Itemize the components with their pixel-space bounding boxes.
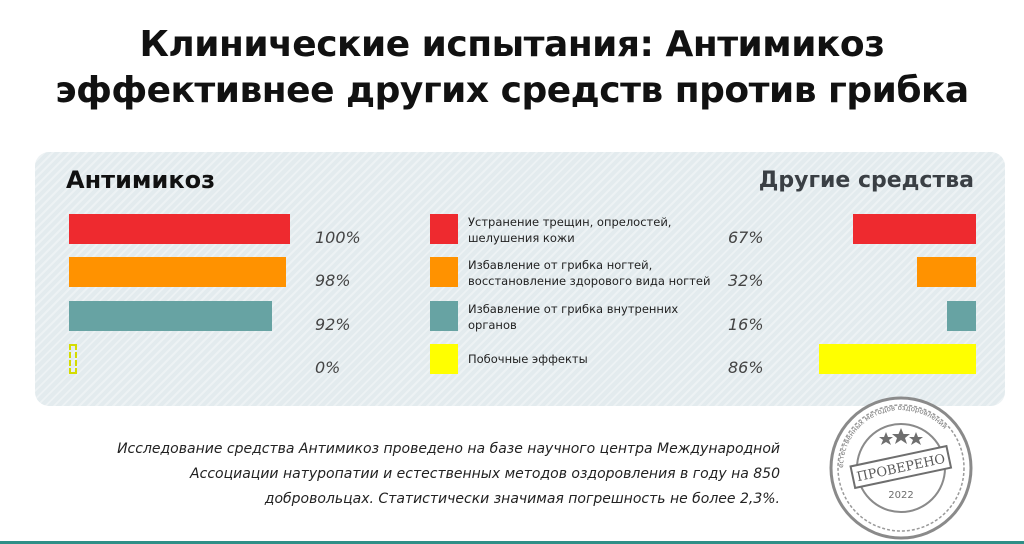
stamp-year: 2022 bbox=[888, 490, 913, 501]
bottom-accent-line bbox=[0, 541, 1024, 544]
study-note: Исследование средства Антимикоз проведен… bbox=[40, 437, 780, 512]
pct-label-antimikoz: 98% bbox=[315, 271, 351, 290]
pct-label-antimikoz: 100% bbox=[315, 228, 361, 247]
title-line-2: эффективнее других средств против грибка bbox=[55, 70, 969, 111]
legend-label-line: Побочные эффекты bbox=[468, 352, 588, 366]
bar-other-remedies bbox=[917, 257, 976, 287]
pct-label-other: 67% bbox=[728, 228, 764, 247]
pct-label-antimikoz: 0% bbox=[315, 358, 341, 377]
pct-label-other: 16% bbox=[728, 315, 764, 334]
legend-label: Устранение трещин, опрелостей, шелушения … bbox=[468, 214, 718, 246]
verified-stamp: естественных методов оздоровления ПРОВЕР… bbox=[829, 396, 973, 540]
note-line-2: Ассоциации натуропатии и естественных ме… bbox=[190, 466, 780, 482]
left-series-title: Антимикоз bbox=[66, 166, 216, 194]
legend-label: Побочные эффекты bbox=[468, 351, 718, 367]
legend-label: Избавление от грибка ногтей, восстановлен… bbox=[468, 257, 718, 289]
bar-antimikoz bbox=[69, 344, 77, 374]
bar-antimikoz bbox=[69, 214, 290, 244]
legend-label: Избавление от грибка внутренних органов bbox=[468, 301, 718, 333]
legend-label-line: Устранение трещин, опрелостей, bbox=[468, 215, 672, 229]
bar-other-remedies bbox=[818, 344, 976, 374]
bar-antimikoz bbox=[69, 301, 273, 331]
legend-label-line: шелушения кожи bbox=[468, 231, 575, 245]
pct-label-other: 86% bbox=[728, 358, 764, 377]
bar-other-remedies bbox=[946, 301, 976, 331]
legend-label-line: Избавление от грибка внутренних bbox=[468, 302, 679, 316]
pct-label-other: 32% bbox=[728, 271, 764, 290]
page-title: Клинические испытания: Антимикоз эффекти… bbox=[0, 22, 1024, 114]
chart-panel bbox=[35, 152, 1005, 406]
legend-label-line: восстановление здорового вида ногтей bbox=[468, 274, 711, 288]
legend-swatch bbox=[430, 301, 458, 331]
legend-swatch bbox=[430, 344, 458, 374]
note-line-1: Исследование средства Антимикоз проведен… bbox=[117, 441, 780, 457]
pct-label-antimikoz: 92% bbox=[315, 315, 351, 334]
legend-swatch bbox=[430, 257, 458, 287]
bar-antimikoz bbox=[69, 257, 286, 287]
star-icon bbox=[879, 428, 923, 445]
note-line-3: добровольцах. Статистически значимая пог… bbox=[264, 491, 780, 507]
legend-label-line: органов bbox=[468, 318, 517, 332]
bar-other-remedies bbox=[853, 214, 976, 244]
title-line-1: Клинические испытания: Антимикоз bbox=[139, 24, 885, 65]
right-series-title: Другие средства bbox=[758, 168, 974, 193]
legend-label-line: Избавление от грибка ногтей, bbox=[468, 258, 653, 272]
legend-swatch bbox=[430, 214, 458, 244]
